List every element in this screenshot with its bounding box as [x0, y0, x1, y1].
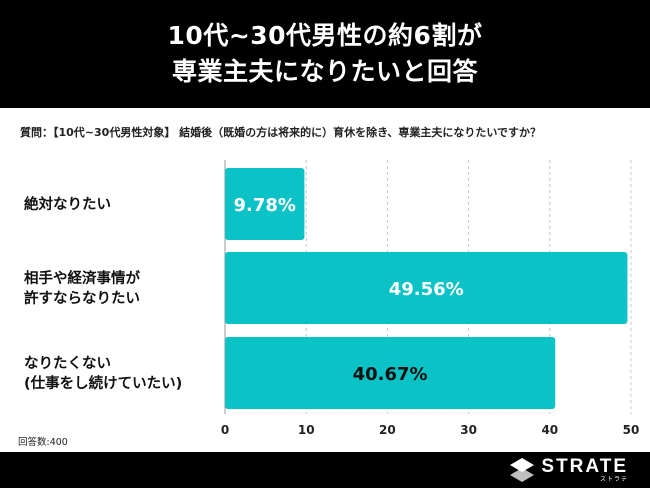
x-tick-label: 30 — [460, 423, 477, 437]
strate-logo-icon — [510, 458, 535, 482]
bar — [225, 252, 628, 324]
category-label: 絶対なりたい — [24, 195, 111, 213]
x-tick-label: 50 — [623, 423, 640, 437]
title-line-2: 専業主夫になりたいと回答 — [171, 57, 478, 86]
footer-bar: STRATE ストラテ — [0, 452, 650, 488]
bar-value-label: 9.78% — [233, 195, 295, 216]
survey-question: 質問：【10代~30代男性対象】 結婚後（既婚の方は将来的に）育休を除き、専業主… — [20, 126, 542, 139]
logo-subtitle: ストラテ — [599, 476, 628, 483]
strate-logo: STRATE ストラテ — [509, 456, 628, 484]
response-count: 回答数:400 — [18, 437, 68, 448]
x-tick-label: 0 — [221, 423, 229, 437]
category-label: 相手や経済事情が — [24, 269, 140, 287]
category-label: なりたくない — [24, 355, 111, 372]
bar-value-label: 49.56% — [389, 279, 464, 300]
category-label: 許すならなりたい — [24, 289, 140, 307]
x-tick-label: 40 — [541, 423, 558, 437]
bar-value-label: 40.67% — [353, 364, 428, 385]
x-tick-label: 20 — [379, 423, 396, 437]
bar — [225, 168, 305, 240]
title-line-1: 10代~30代男性の約6割が — [167, 21, 483, 50]
x-tick-label: 10 — [298, 423, 315, 437]
bar — [225, 337, 556, 409]
category-label: (仕事をし続けていたい) — [24, 374, 182, 392]
logo-name: STRATE — [541, 456, 628, 477]
title-banner: 10代~30代男性の約6割が 専業主夫になりたいと回答 — [0, 0, 650, 108]
